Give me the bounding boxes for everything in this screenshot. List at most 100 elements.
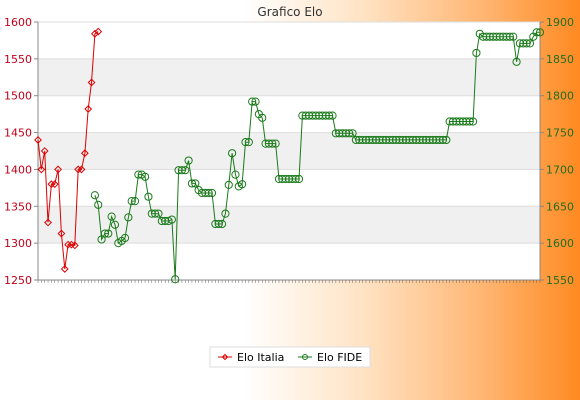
- data-point: [271, 139, 280, 148]
- data-point: [100, 229, 110, 238]
- data-point: [452, 117, 461, 126]
- data-point: [398, 135, 407, 145]
- data-point: [489, 32, 498, 41]
- left-tick-label: 1550: [4, 53, 32, 66]
- right-tick-label: 1700: [546, 163, 574, 176]
- data-point: [482, 32, 491, 41]
- series-layer: [34, 27, 545, 284]
- data-point: [191, 179, 200, 188]
- data-point: [90, 29, 99, 38]
- data-point: [402, 135, 411, 145]
- left-tick-label: 1300: [4, 237, 32, 250]
- data-point: [485, 32, 494, 41]
- data-point: [308, 111, 317, 120]
- data-point: [217, 219, 227, 229]
- data-point: [415, 135, 424, 145]
- data-point: [244, 138, 253, 147]
- data-point: [298, 111, 307, 120]
- data-point: [241, 138, 250, 147]
- right-tick-label: 1650: [546, 200, 574, 213]
- legend-marker: [302, 354, 308, 360]
- data-point: [335, 129, 344, 138]
- data-point: [130, 197, 140, 206]
- right-axis-ticks: 1550 1600 1650 1700 1750 1800 1850 1900: [540, 16, 574, 287]
- data-point: [184, 156, 193, 165]
- data-point: [174, 166, 183, 175]
- data-point: [371, 135, 381, 145]
- data-point: [47, 180, 56, 189]
- data-point: [465, 117, 474, 126]
- left-tick-label: 1350: [4, 200, 32, 213]
- data-point: [34, 136, 42, 144]
- data-point: [532, 28, 541, 37]
- data-point: [445, 117, 454, 126]
- data-point: [94, 27, 103, 36]
- right-tick-label: 1900: [546, 16, 574, 29]
- data-point: [50, 180, 59, 189]
- left-tick-label: 1500: [4, 90, 32, 103]
- data-point: [224, 180, 233, 190]
- plot-band: [38, 95, 540, 133]
- data-point: [345, 129, 354, 138]
- data-point: [147, 209, 156, 218]
- data-point: [231, 170, 240, 179]
- right-tick-label: 1750: [546, 127, 574, 140]
- data-point: [328, 111, 337, 120]
- legend: Elo Italia Elo FIDE: [209, 346, 371, 368]
- right-tick-label: 1800: [546, 90, 574, 103]
- data-point: [44, 218, 52, 227]
- data-point: [70, 241, 79, 250]
- data-point: [87, 78, 96, 87]
- data-point: [435, 135, 444, 145]
- data-point: [351, 135, 361, 145]
- data-point: [455, 117, 464, 126]
- data-point: [278, 174, 287, 184]
- data-point: [318, 111, 327, 120]
- data-point: [288, 174, 297, 184]
- chart-title: Grafico Elo: [257, 5, 322, 19]
- data-point: [458, 117, 468, 126]
- plot-band: [38, 58, 540, 96]
- data-point: [515, 39, 525, 48]
- data-point: [140, 172, 150, 181]
- data-point: [211, 219, 220, 229]
- data-point: [422, 135, 431, 145]
- data-point: [204, 188, 213, 198]
- data-point: [248, 97, 257, 106]
- left-tick-label: 1400: [4, 163, 32, 176]
- data-point: [57, 229, 66, 238]
- left-tick-label: 1600: [4, 16, 32, 29]
- data-point: [341, 129, 350, 138]
- data-point: [519, 39, 528, 48]
- data-point: [60, 265, 69, 273]
- data-point: [338, 129, 347, 138]
- data-point: [391, 135, 401, 145]
- right-tick-label: 1600: [546, 237, 574, 250]
- left-tick-label: 1450: [4, 127, 32, 140]
- data-point: [268, 139, 277, 148]
- data-point: [171, 275, 180, 284]
- left-tick-label: 1250: [4, 274, 32, 287]
- data-point: [284, 174, 294, 184]
- plot-band: [38, 206, 540, 244]
- series-elo-italia: [34, 27, 103, 273]
- data-point: [301, 111, 310, 120]
- legend-label: Elo Italia: [237, 351, 284, 364]
- data-point: [438, 135, 448, 145]
- data-point: [502, 32, 511, 41]
- data-point: [412, 135, 421, 145]
- data-point: [365, 135, 374, 145]
- data-point: [375, 135, 384, 145]
- data-point: [94, 200, 103, 209]
- data-point: [127, 197, 136, 206]
- legend-box: [209, 346, 371, 368]
- data-point: [37, 165, 46, 174]
- data-point: [522, 39, 531, 48]
- data-point: [274, 174, 284, 184]
- data-point: [304, 111, 314, 120]
- data-point: [228, 149, 237, 158]
- data-point: [110, 220, 120, 229]
- legend-marker: [221, 353, 229, 361]
